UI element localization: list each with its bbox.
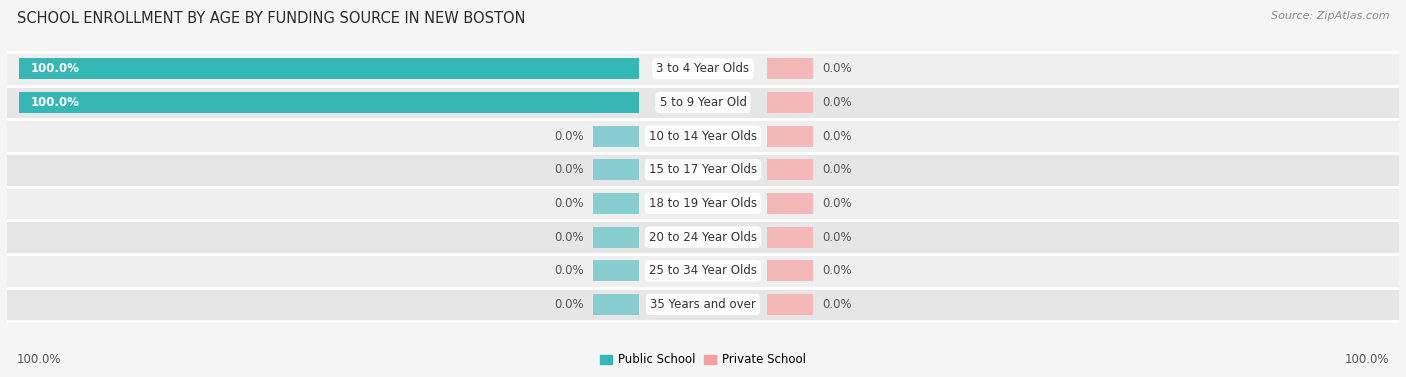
Bar [766,227,813,248]
Text: 3 to 4 Year Olds: 3 to 4 Year Olds [657,62,749,75]
Text: 0.0%: 0.0% [823,298,852,311]
Text: SCHOOL ENROLLMENT BY AGE BY FUNDING SOURCE IN NEW BOSTON: SCHOOL ENROLLMENT BY AGE BY FUNDING SOUR… [17,11,526,26]
Text: 0.0%: 0.0% [554,264,583,277]
Bar [7,119,1399,153]
Text: 0.0%: 0.0% [554,298,583,311]
Text: 10 to 14 Year Olds: 10 to 14 Year Olds [650,130,756,143]
Text: 0.0%: 0.0% [554,163,583,176]
Bar [7,288,1399,321]
Bar [593,193,640,214]
Text: 0.0%: 0.0% [554,197,583,210]
Text: 100.0%: 100.0% [30,62,79,75]
Bar [766,193,813,214]
Text: 0.0%: 0.0% [823,62,852,75]
Bar [593,159,640,180]
Bar [766,261,813,281]
Text: 100.0%: 100.0% [17,353,62,366]
Text: 20 to 24 Year Olds: 20 to 24 Year Olds [650,231,756,244]
Text: 0.0%: 0.0% [823,264,852,277]
Bar [7,86,1399,119]
Bar [18,92,640,113]
Bar [7,220,1399,254]
Text: 5 to 9 Year Old: 5 to 9 Year Old [659,96,747,109]
Text: 0.0%: 0.0% [554,130,583,143]
Text: 18 to 19 Year Olds: 18 to 19 Year Olds [650,197,756,210]
Text: 0.0%: 0.0% [823,96,852,109]
Bar [766,126,813,147]
Bar [593,126,640,147]
Bar [766,58,813,79]
Bar [593,261,640,281]
Text: 35 Years and over: 35 Years and over [650,298,756,311]
Bar [766,294,813,315]
Text: 0.0%: 0.0% [823,130,852,143]
Text: 25 to 34 Year Olds: 25 to 34 Year Olds [650,264,756,277]
Text: 0.0%: 0.0% [823,197,852,210]
Bar [593,294,640,315]
Legend: Public School, Private School: Public School, Private School [595,349,811,371]
Bar [18,58,640,79]
Bar [7,52,1399,86]
Bar [766,159,813,180]
Text: 15 to 17 Year Olds: 15 to 17 Year Olds [650,163,756,176]
Bar [766,92,813,113]
Text: 100.0%: 100.0% [30,96,79,109]
Text: 0.0%: 0.0% [823,163,852,176]
Bar [7,153,1399,187]
Text: 0.0%: 0.0% [823,231,852,244]
Bar [7,254,1399,288]
Text: 100.0%: 100.0% [1344,353,1389,366]
Text: Source: ZipAtlas.com: Source: ZipAtlas.com [1271,11,1389,21]
Bar [7,187,1399,220]
Text: 0.0%: 0.0% [554,231,583,244]
Bar [593,227,640,248]
